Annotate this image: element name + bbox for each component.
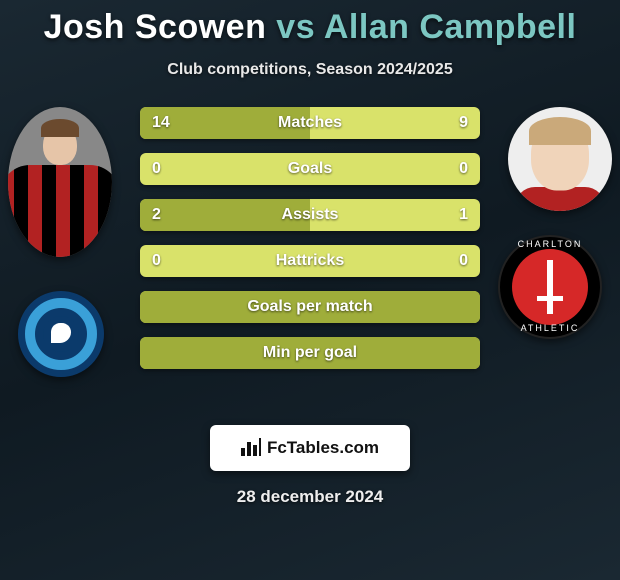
stat-value-left: 2 xyxy=(152,206,161,224)
player2-club-badge: CHARLTON ATHLETIC xyxy=(498,235,602,339)
stat-value-left: 14 xyxy=(152,114,170,132)
date-text: 28 december 2024 xyxy=(0,487,620,507)
stat-label: Matches xyxy=(278,114,342,132)
player1-avatar xyxy=(8,107,112,257)
stat-value-left: 0 xyxy=(152,252,161,270)
player1-jersey xyxy=(8,165,112,257)
player2-hair xyxy=(529,117,591,145)
player1-name: Josh Scowen xyxy=(44,8,267,46)
stat-value-right: 0 xyxy=(459,252,468,270)
player2-avatar xyxy=(508,107,612,211)
stat-label: Assists xyxy=(282,206,339,224)
stat-row: 0 0 Goals xyxy=(140,153,480,185)
stat-label: Goals xyxy=(288,160,332,178)
brand-badge: FcTables.com xyxy=(210,425,410,471)
stat-label: Hattricks xyxy=(276,252,344,270)
stat-bars: 14 9 Matches 0 0 Goals 2 1 Assists 0 0 Hattricks Goa… xyxy=(140,107,480,383)
stat-value-left: 0 xyxy=(152,160,161,178)
comparison-title: Josh Scowen vs Allan Campbell xyxy=(0,0,620,47)
stat-label: Goals per match xyxy=(247,298,372,316)
comparison-panel: CHARLTON ATHLETIC 14 9 Matches 0 0 Goals 2 1 Ass… xyxy=(0,107,620,407)
player2-jersey xyxy=(515,187,605,211)
subtitle: Club competitions, Season 2024/2025 xyxy=(0,61,620,79)
stat-value-right: 9 xyxy=(459,114,468,132)
stat-row: 2 1 Assists xyxy=(140,199,480,231)
stat-value-right: 1 xyxy=(459,206,468,224)
stat-row: 14 9 Matches xyxy=(140,107,480,139)
player1-club-badge xyxy=(18,291,104,377)
chart-icon xyxy=(241,438,261,459)
stat-label: Min per goal xyxy=(263,344,357,362)
club-badge-sword-icon xyxy=(547,260,553,314)
vs-text: vs xyxy=(276,8,315,46)
stat-row: 0 0 Hattricks xyxy=(140,245,480,277)
brand-text: FcTables.com xyxy=(267,438,379,458)
club-badge-text-bottom: ATHLETIC xyxy=(500,323,600,333)
player1-hair xyxy=(41,119,79,137)
player2-name: Allan Campbell xyxy=(324,8,577,46)
club-badge-swan-icon xyxy=(43,316,79,352)
stat-row: Goals per match xyxy=(140,291,480,323)
club-badge-text-top: CHARLTON xyxy=(500,239,600,249)
stat-row: Min per goal xyxy=(140,337,480,369)
club-badge-inner xyxy=(512,249,588,325)
stat-value-right: 0 xyxy=(459,160,468,178)
